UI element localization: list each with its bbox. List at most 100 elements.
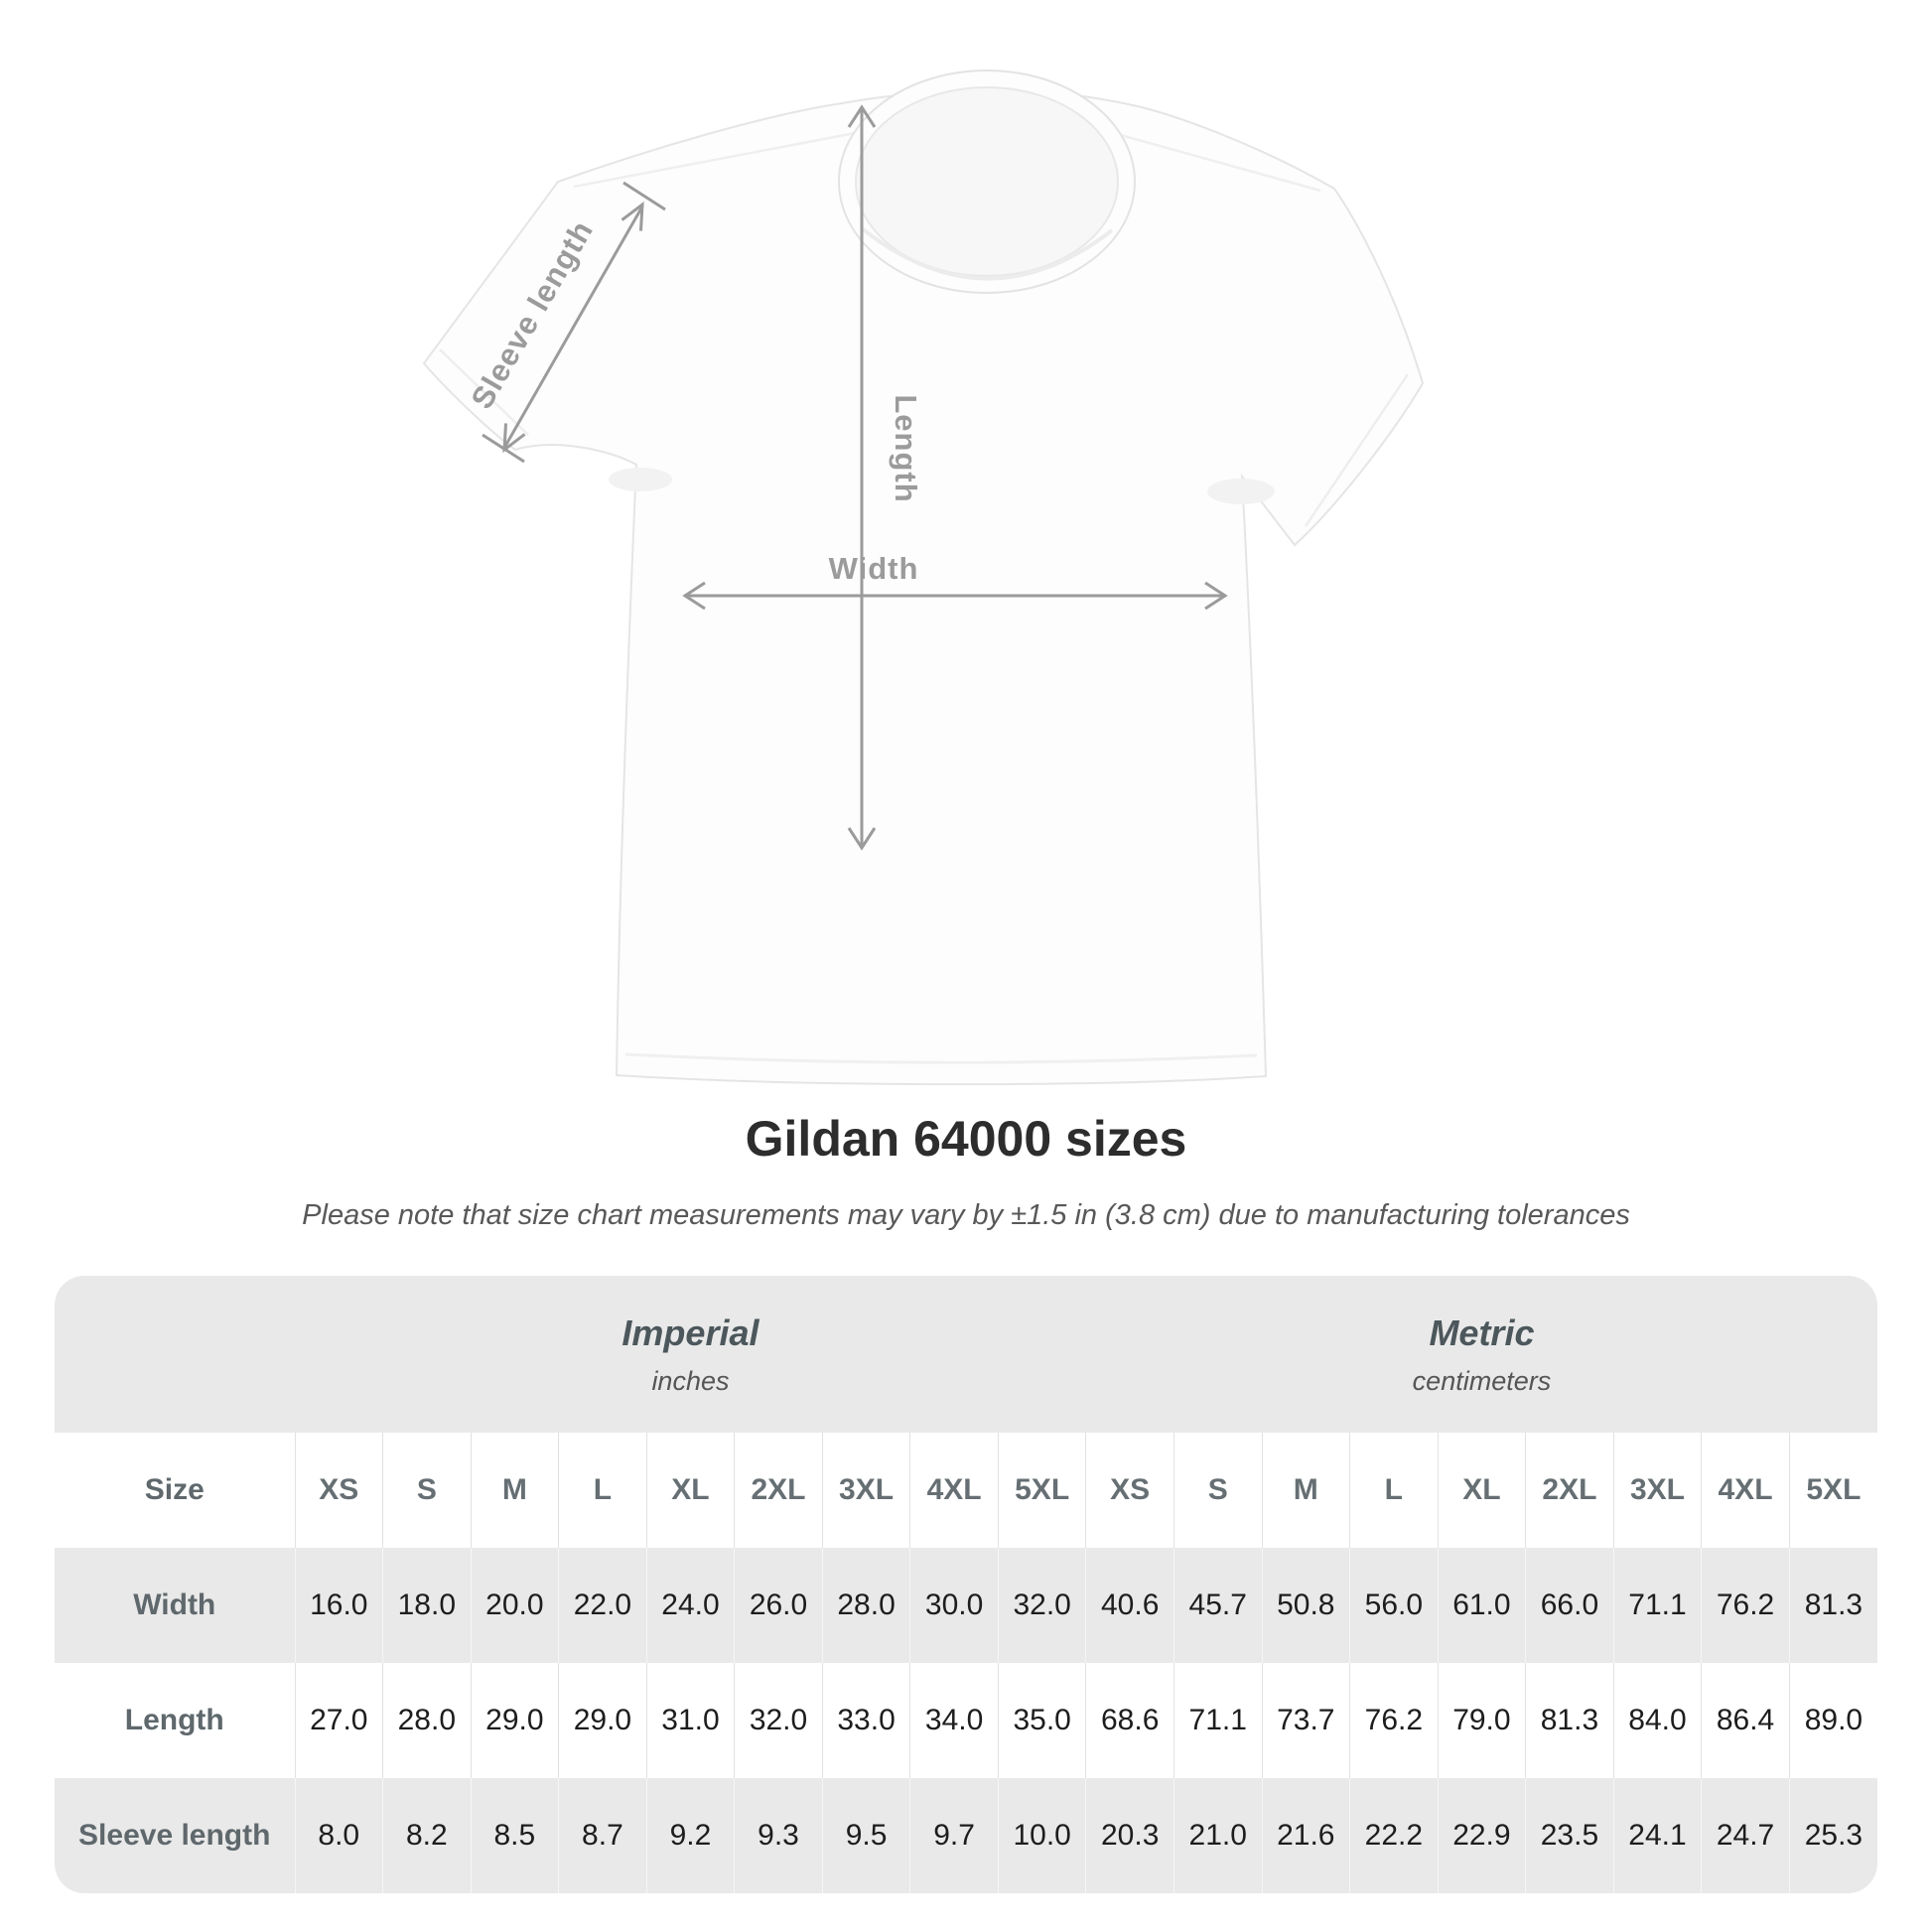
value-cell: 16.0 [294,1548,383,1663]
underarm-shade-left [609,468,672,491]
value-cell: 32.0 [997,1548,1086,1663]
collar-inner [855,86,1119,277]
value-cell: 28.0 [821,1548,910,1663]
size-cell: 2XL [734,1433,823,1548]
value-cell: 24.1 [1612,1778,1702,1893]
value-cell: 32.0 [734,1663,823,1778]
sleeve-arrow [482,181,666,464]
sleeve-length-row: Sleeve length 8.0 8.2 8.5 8.7 9.2 9.3 9.… [55,1778,1877,1893]
size-cell: 3XL [1612,1433,1702,1548]
value-cell: 73.7 [1261,1663,1350,1778]
imperial-title: Imperial [621,1311,759,1353]
value-cell: 81.3 [1525,1663,1614,1778]
size-cell: 2XL [1525,1433,1614,1548]
value-cell: 50.8 [1261,1548,1350,1663]
size-header-row: Size XS S M L XL 2XL 3XL 4XL 5XL XS S M … [55,1433,1877,1548]
width-row: Width 16.0 18.0 20.0 22.0 24.0 26.0 28.0… [55,1548,1877,1663]
value-cell: 28.0 [382,1663,472,1778]
value-cell: 27.0 [294,1663,383,1778]
value-cell: 9.7 [909,1778,999,1893]
value-cell: 24.7 [1701,1778,1790,1893]
value-cell: 71.1 [1173,1663,1263,1778]
tolerance-note: Please note that size chart measurements… [302,1199,1630,1231]
value-cell: 76.2 [1701,1548,1790,1663]
length-arrow [847,104,877,851]
value-cell: 68.6 [1085,1663,1174,1778]
sleeve-hem-left [439,348,529,436]
value-cell: 20.3 [1085,1778,1174,1893]
value-cell: 29.0 [470,1663,559,1778]
value-cell: 71.1 [1612,1548,1702,1663]
value-cell: 34.0 [909,1663,999,1778]
value-cell: 9.5 [821,1778,910,1893]
metric-title: Metric [1429,1311,1535,1353]
size-cell: L [1349,1433,1439,1548]
size-cell: XS [1085,1433,1174,1548]
imperial-header: Imperial inches [295,1276,1086,1433]
size-cell: M [1261,1433,1350,1548]
value-cell: 21.6 [1261,1778,1350,1893]
size-diagram: Sleeve length Length Width [422,69,1425,1086]
row-label: Sleeve length [55,1778,295,1893]
tshirt-body [422,88,1425,1086]
value-cell: 9.2 [645,1778,735,1893]
shoulder-seam-right [1109,130,1321,193]
size-cell: XS [294,1433,383,1548]
value-cell: 30.0 [909,1548,999,1663]
value-cell: 61.0 [1437,1548,1526,1663]
size-cell: M [470,1433,559,1548]
value-cell: 76.2 [1349,1663,1439,1778]
row-label: Length [55,1663,295,1778]
value-cell: 21.0 [1173,1778,1263,1893]
imperial-unit: inches [651,1365,730,1396]
value-cell: 89.0 [1788,1663,1877,1778]
size-cell: 4XL [1701,1433,1790,1548]
value-cell: 81.3 [1788,1548,1877,1663]
size-cell: S [1173,1433,1263,1548]
value-cell: 24.0 [645,1548,735,1663]
unit-band-spacer [55,1276,295,1433]
page-title: Gildan 64000 sizes [745,1111,1187,1167]
value-cell: 22.0 [558,1548,647,1663]
value-cell: 26.0 [734,1548,823,1663]
unit-band-row: Imperial inches Metric centimeters [55,1276,1877,1433]
value-cell: 31.0 [645,1663,735,1778]
bottom-hem-seam [624,1052,1258,1064]
size-table-grid: Imperial inches Metric centimeters Size … [55,1276,1877,1893]
value-cell: 8.7 [558,1778,647,1893]
value-cell: 23.5 [1525,1778,1614,1893]
size-cell: 5XL [1788,1433,1877,1548]
collar-shadow [860,226,1114,281]
value-cell: 9.3 [734,1778,823,1893]
value-cell: 25.3 [1788,1778,1877,1893]
value-cell: 84.0 [1612,1663,1702,1778]
value-cell: 56.0 [1349,1548,1439,1663]
size-cell: 3XL [821,1433,910,1548]
sleeve-hem-right [1304,373,1410,527]
value-cell: 79.0 [1437,1663,1526,1778]
size-cell: XL [645,1433,735,1548]
width-label: Width [829,551,919,586]
length-label: Length [889,394,923,502]
value-cell: 33.0 [821,1663,910,1778]
tshirt-graphic: Sleeve length Length Width [422,69,1425,1086]
value-cell: 22.2 [1349,1778,1439,1893]
value-cell: 86.4 [1701,1663,1790,1778]
size-table: Imperial inches Metric centimeters Size … [55,1276,1877,1893]
value-cell: 8.2 [382,1778,472,1893]
value-cell: 40.6 [1085,1548,1174,1663]
metric-header: Metric centimeters [1085,1276,1877,1433]
size-cell: XL [1437,1433,1526,1548]
value-cell: 8.5 [470,1778,559,1893]
size-cell: S [382,1433,472,1548]
metric-unit: centimeters [1412,1365,1552,1396]
row-label: Width [55,1548,295,1663]
value-cell: 29.0 [558,1663,647,1778]
underarm-shade-right [1207,479,1275,504]
value-cell: 18.0 [382,1548,472,1663]
shoulder-seam-left [573,129,867,189]
length-row: Length 27.0 28.0 29.0 29.0 31.0 32.0 33.… [55,1663,1877,1778]
width-arrow [682,581,1228,611]
value-cell: 45.7 [1173,1548,1263,1663]
